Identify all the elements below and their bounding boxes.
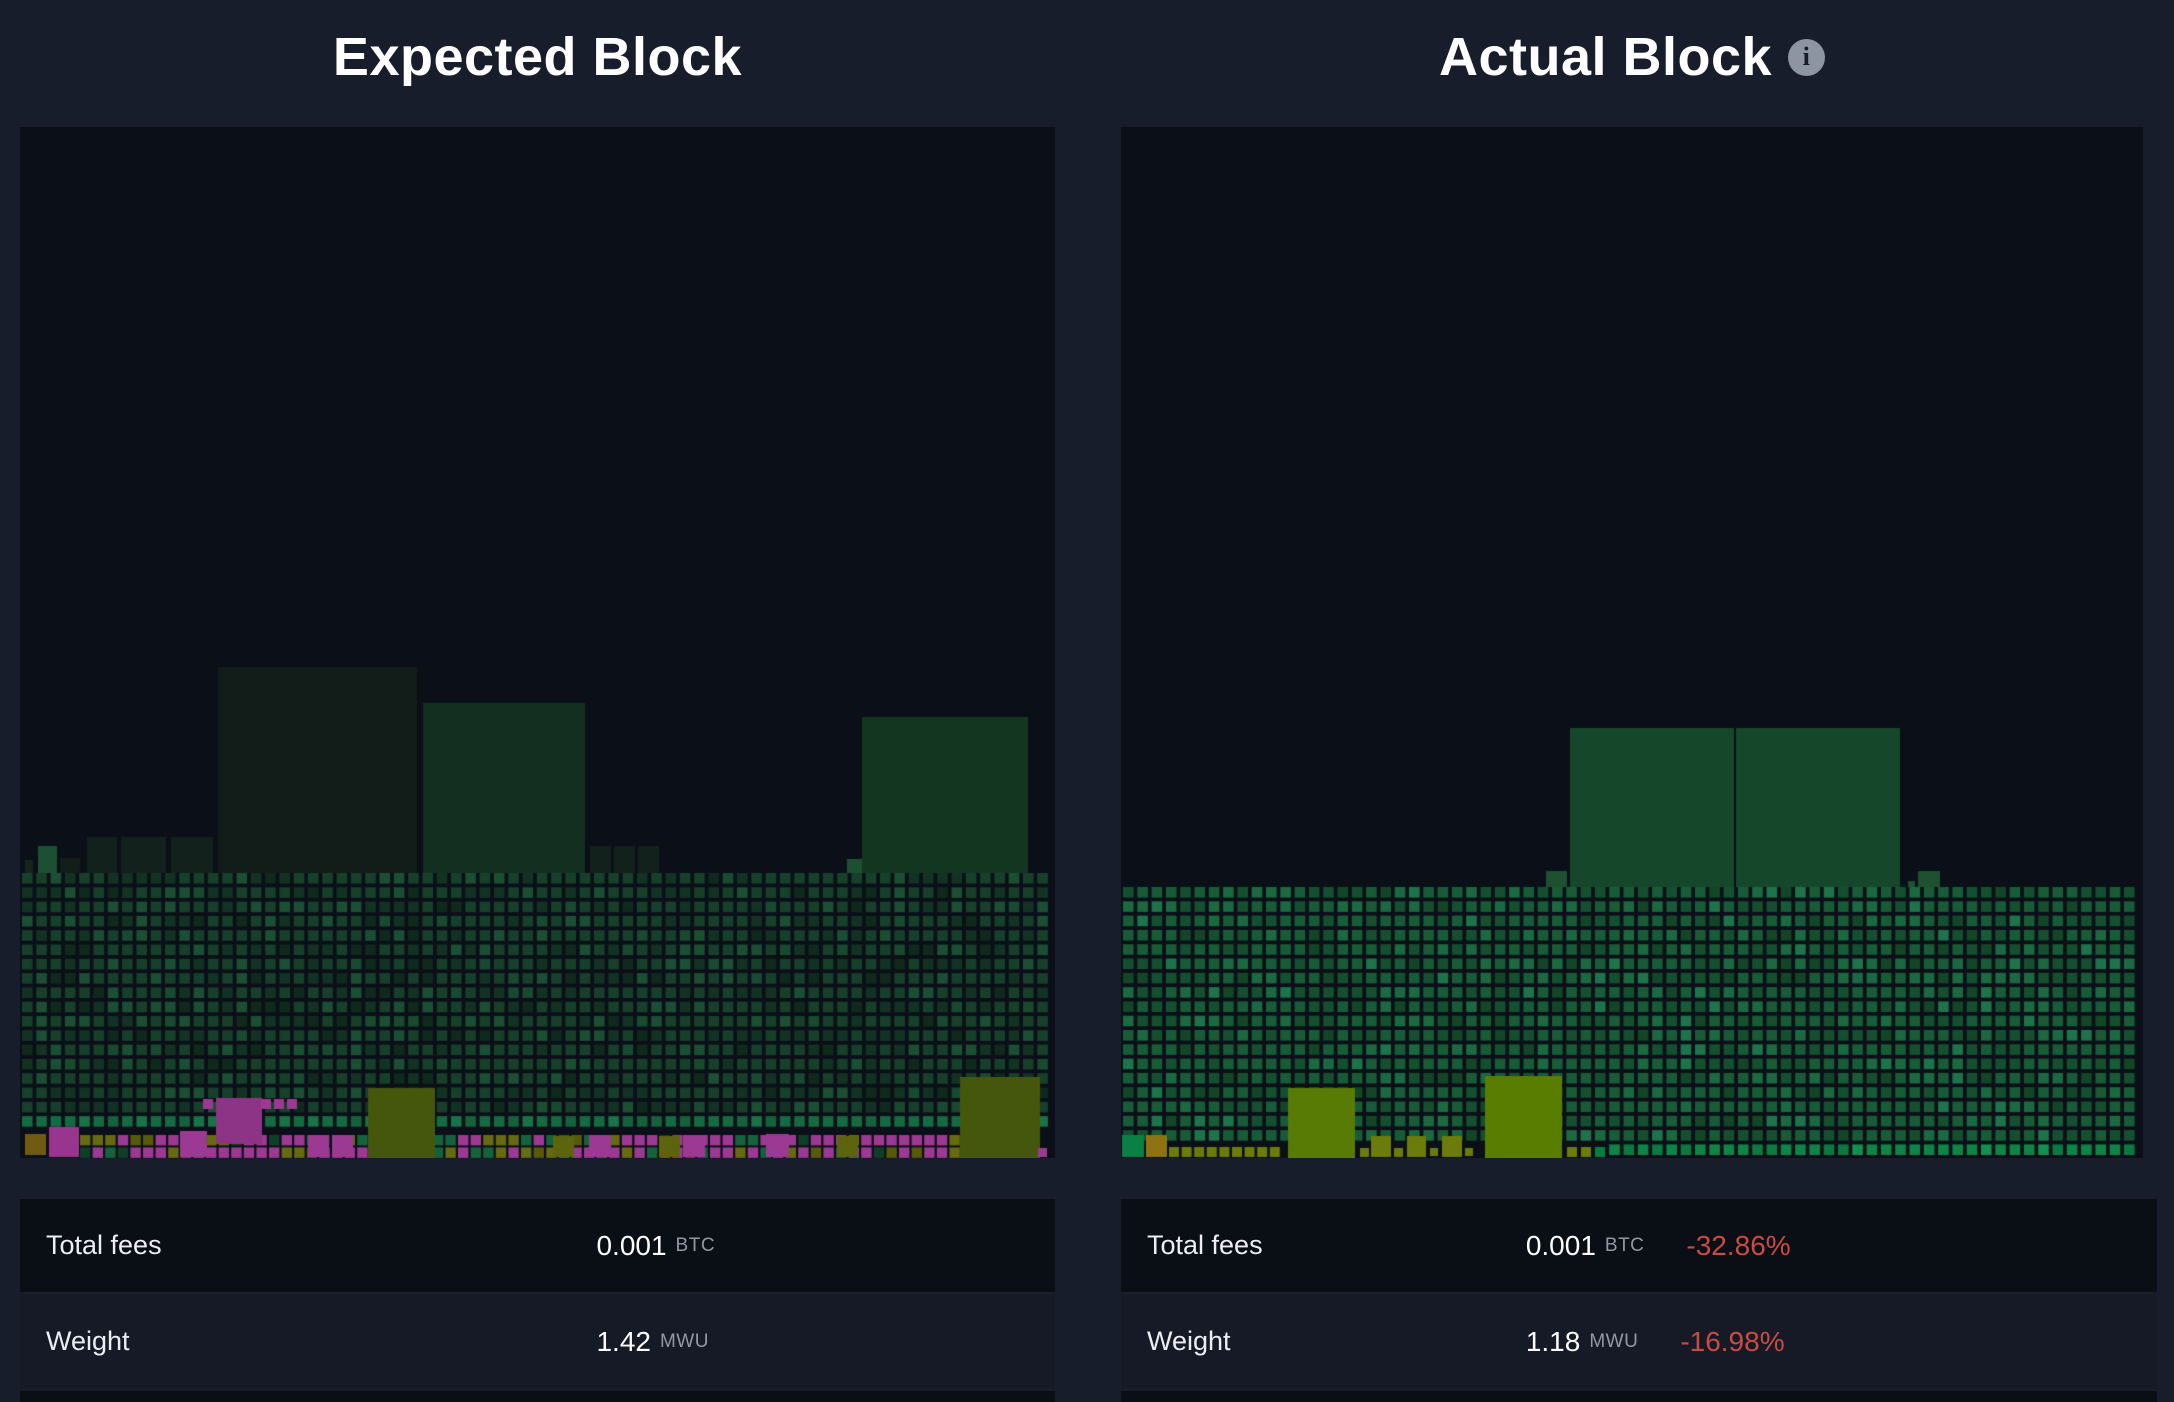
actual-next-row-sliver bbox=[1121, 1391, 2157, 1402]
actual-block-visualization[interactable] bbox=[1121, 127, 2143, 1158]
expected-block-title-text: Expected Block bbox=[332, 27, 743, 87]
actual-block-title: Actual Block i bbox=[1121, 22, 2143, 92]
actual-weight-row: Weight 1.18 MWU -16.98% bbox=[1121, 1295, 2157, 1388]
expected-weight-row: Weight 1.42 MWU bbox=[20, 1295, 1055, 1388]
expected-total-fees-row: Total fees 0.001 BTC bbox=[20, 1199, 1055, 1292]
stat-value: 1.18 bbox=[1525, 1325, 1581, 1357]
stat-unit: BTC bbox=[1604, 1234, 1645, 1256]
stat-diff: -16.98% bbox=[1680, 1325, 1785, 1357]
stat-unit: MWU bbox=[659, 1330, 709, 1352]
info-icon[interactable]: i bbox=[1788, 38, 1826, 76]
actual-block-title-text: Actual Block bbox=[1438, 27, 1773, 87]
actual-total-fees-row: Total fees 0.001 BTC -32.86% bbox=[1121, 1199, 2157, 1292]
stat-value: 0.001 bbox=[1525, 1229, 1596, 1261]
stat-value: 0.001 bbox=[596, 1229, 667, 1261]
stat-label: Weight bbox=[1147, 1326, 1231, 1356]
expected-block-visualization[interactable] bbox=[20, 127, 1055, 1158]
stat-value: 1.42 bbox=[596, 1325, 651, 1357]
stat-label: Total fees bbox=[46, 1230, 162, 1260]
actual-stats-table: Total fees 0.001 BTC -32.86% Weight 1.18… bbox=[1121, 1199, 2157, 1402]
stat-label: Weight bbox=[46, 1326, 130, 1356]
stat-diff: -32.86% bbox=[1686, 1229, 1791, 1261]
stat-unit: BTC bbox=[675, 1234, 716, 1256]
expected-next-row-sliver bbox=[20, 1391, 1055, 1402]
stat-unit: MWU bbox=[1589, 1330, 1639, 1352]
expected-stats-table: Total fees 0.001 BTC Weight 1.42 MWU bbox=[20, 1199, 1055, 1402]
stat-label: Total fees bbox=[1147, 1230, 1263, 1260]
expected-block-title: Expected Block bbox=[20, 22, 1055, 92]
